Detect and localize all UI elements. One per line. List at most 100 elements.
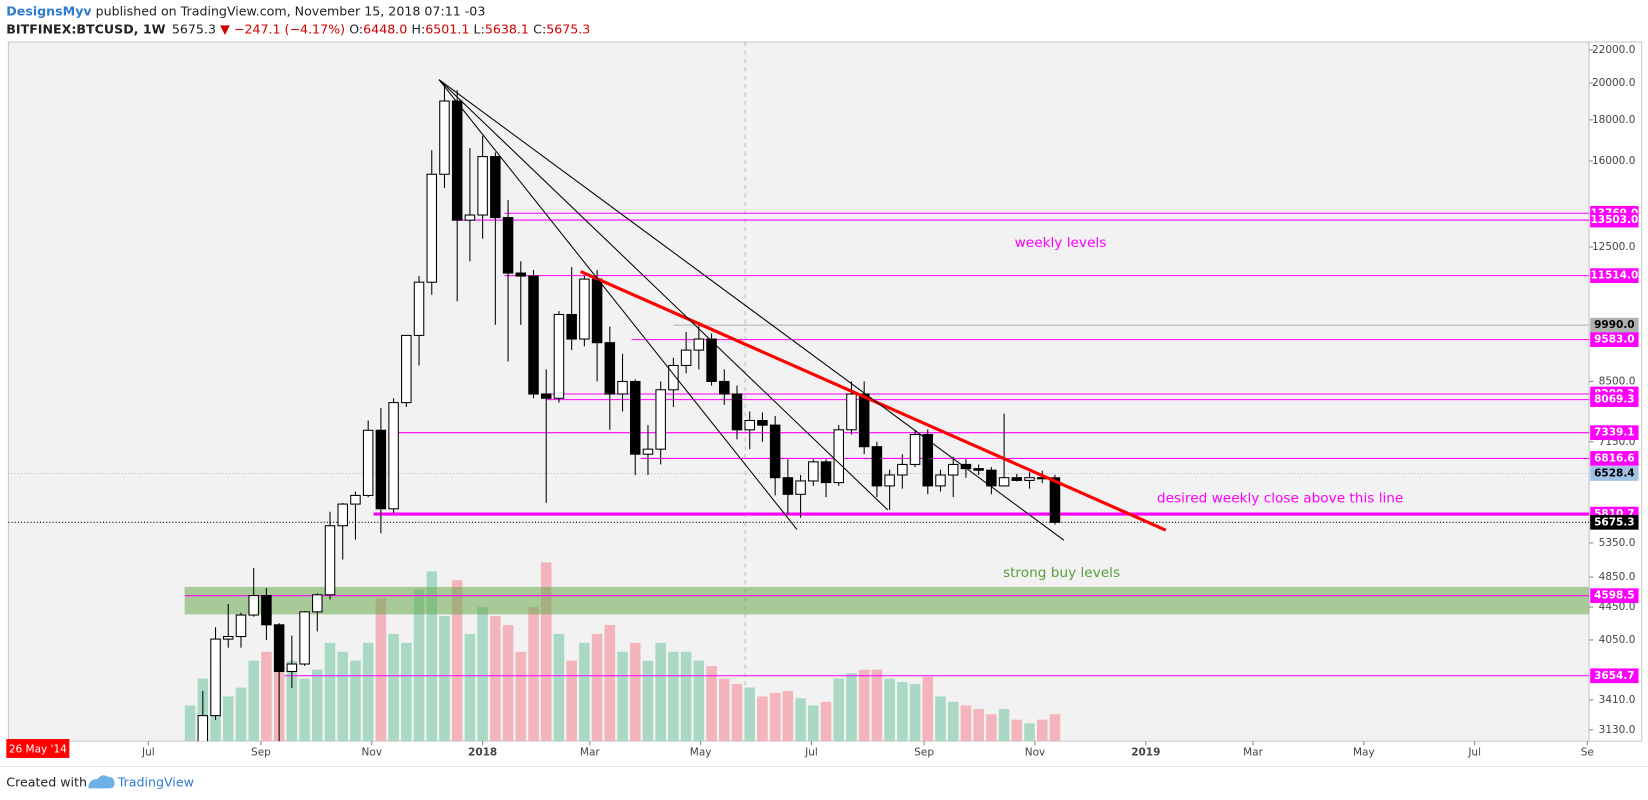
candle-body <box>617 380 628 395</box>
trendline <box>580 270 1167 532</box>
volume-bar <box>248 660 259 742</box>
candle-body <box>922 434 934 487</box>
volume-bar <box>553 633 565 742</box>
candle-body <box>833 429 845 484</box>
level-badge <box>1590 514 1639 530</box>
volume-bar <box>884 678 895 742</box>
volume-bar <box>706 666 717 742</box>
candle-body <box>706 338 717 382</box>
volume-bar <box>960 705 972 742</box>
candle-body <box>655 389 666 450</box>
volume-bar <box>223 696 234 742</box>
candle-body <box>1049 477 1061 523</box>
level-label: 6528.4 <box>1594 467 1635 479</box>
candle-body <box>680 349 692 366</box>
x-tick-label: Se <box>1581 747 1594 759</box>
volume-bar <box>540 562 552 742</box>
candle-body <box>350 494 361 505</box>
candle-body <box>846 393 857 431</box>
y-tick-label: 16000.0 <box>1592 155 1635 167</box>
x-tick-label: Mar <box>1243 747 1263 759</box>
candle-body <box>642 448 654 455</box>
volume-bar <box>502 624 514 742</box>
volume-bar <box>362 642 374 742</box>
volume-bar <box>808 705 819 742</box>
volume-bar <box>350 660 361 742</box>
candle-body <box>312 594 323 613</box>
volume-bar <box>1049 714 1061 742</box>
candle-body <box>947 463 959 476</box>
candle-body <box>604 342 616 395</box>
volume-bar <box>299 678 310 742</box>
candle-body <box>820 461 832 484</box>
ohlc-value: 5675.3 <box>546 21 590 36</box>
level-badge <box>1590 668 1639 684</box>
candle-layer <box>197 86 1061 742</box>
level-badge <box>1590 317 1639 333</box>
ohlc-key: O: <box>349 21 363 36</box>
volume-bar <box>680 651 692 742</box>
candle-body <box>261 595 272 626</box>
volume-bar <box>413 589 425 742</box>
y-tick-label: 3410.0 <box>1599 694 1636 706</box>
ohlc-value: 6448.0 <box>363 21 407 36</box>
volume-bar <box>986 714 997 742</box>
author[interactable]: DesignsMyv <box>6 3 92 18</box>
axis-layer: 22000.0 20000.0 18000.0 16000.0 12500.0 8500.… <box>141 44 1639 759</box>
annotation: desired weekly close above this line <box>1157 490 1403 506</box>
x-tick-label: May <box>690 747 712 759</box>
candle-body <box>871 446 883 487</box>
y-tick-label: 4450.0 <box>1599 601 1636 613</box>
volume-bar <box>947 701 959 742</box>
candle-body <box>744 419 755 431</box>
candle-body <box>223 636 234 640</box>
volume-bar <box>388 633 399 742</box>
candle-body <box>464 214 476 221</box>
volume-bar <box>820 701 832 742</box>
volume-bar <box>858 669 870 742</box>
candle-body <box>490 156 501 219</box>
y-tick-label: 18000.0 <box>1592 114 1635 126</box>
candle-body <box>935 474 946 487</box>
candle-body <box>884 474 895 487</box>
volume-bar <box>757 696 768 742</box>
y-tick-label: 20000.0 <box>1592 77 1635 89</box>
volume-bar <box>337 651 348 742</box>
volume-bar <box>935 696 946 742</box>
level-badge <box>1590 451 1639 466</box>
y-tick-label: 12500.0 <box>1592 241 1635 253</box>
volume-bar <box>261 651 272 742</box>
volume-bar <box>451 580 463 742</box>
candle-body <box>1011 477 1023 481</box>
volume-bar <box>655 642 666 742</box>
level-label: 11514.0 <box>1590 270 1638 282</box>
x-tick-label: May <box>1353 747 1375 759</box>
candle-body <box>897 463 908 476</box>
volume-bar <box>731 683 743 742</box>
candle-body <box>566 313 577 340</box>
candle-body <box>248 595 259 616</box>
volume-bar <box>1011 719 1023 742</box>
zone-layer <box>184 586 1590 615</box>
footer-brand[interactable]: TradingView <box>117 775 194 790</box>
level-badge <box>1590 392 1639 407</box>
x-tick-label: Sep <box>251 747 271 759</box>
candle-body <box>693 338 705 351</box>
candle-body <box>795 480 806 495</box>
candle-body <box>324 525 336 596</box>
trendline <box>438 79 798 530</box>
published: published on TradingView.com, November 1… <box>92 3 486 18</box>
candle-body <box>477 156 488 216</box>
volume-bar <box>464 633 476 742</box>
volume-bar <box>617 651 628 742</box>
x-tick-label: Jul <box>1467 747 1481 759</box>
volume-bar <box>871 669 883 742</box>
candle-body <box>451 100 463 221</box>
candle-body <box>528 275 539 395</box>
candle-body <box>210 638 221 717</box>
candle-body <box>579 278 590 340</box>
cursor-badge <box>6 739 70 758</box>
x-tick-label: Nov <box>1025 747 1045 759</box>
y-tick-label: 22000.0 <box>1592 44 1635 56</box>
candle-body <box>973 468 984 471</box>
